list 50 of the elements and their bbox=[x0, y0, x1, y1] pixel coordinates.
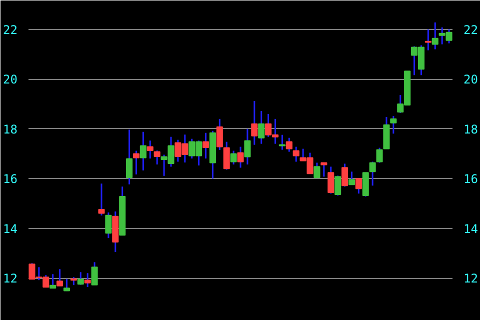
y2-tick-label: 22 bbox=[464, 22, 478, 37]
candlestick bbox=[348, 170, 355, 186]
candlestick bbox=[320, 162, 328, 178]
y-tick-label: 12 bbox=[3, 272, 18, 286]
candlestick bbox=[341, 162, 348, 188]
candlestick bbox=[84, 272, 91, 288]
y2-tick-label: 18 bbox=[464, 122, 478, 136]
candlestick bbox=[383, 116, 390, 150]
candlestick bbox=[132, 150, 140, 176]
y-tick-label: 16 bbox=[3, 172, 18, 186]
candlestick bbox=[202, 132, 210, 160]
y-tick-label: 18 bbox=[3, 122, 18, 136]
candlestick bbox=[77, 271, 84, 286]
y2-tick-label: 16 bbox=[464, 172, 478, 186]
y-tick-label: 20 bbox=[3, 72, 18, 87]
candlestick bbox=[146, 140, 154, 160]
candlestick bbox=[223, 141, 230, 170]
candlestick bbox=[355, 178, 362, 194]
candlestick bbox=[91, 261, 98, 286]
candlestick bbox=[314, 162, 320, 178]
candlestick bbox=[376, 147, 383, 164]
candlestick bbox=[154, 150, 160, 166]
candlestick bbox=[334, 174, 342, 196]
candlestick bbox=[292, 146, 300, 162]
candlestick bbox=[369, 160, 376, 186]
candlestick bbox=[362, 172, 369, 198]
candlestick bbox=[98, 182, 105, 216]
candlestick bbox=[126, 128, 133, 186]
candlestick bbox=[63, 278, 70, 292]
candlestick bbox=[56, 268, 64, 287]
candlestick bbox=[390, 115, 397, 134]
candlestick bbox=[216, 118, 223, 151]
candlestick bbox=[424, 28, 432, 52]
candlestick bbox=[328, 166, 334, 194]
candlestick bbox=[230, 150, 237, 166]
candlestick bbox=[432, 22, 438, 50]
candlestick bbox=[140, 131, 146, 172]
candlestick bbox=[237, 146, 244, 168]
candlestick bbox=[50, 273, 56, 289]
candlestick bbox=[278, 134, 286, 151]
candlestick bbox=[286, 137, 292, 153]
y-tick-label: 22 bbox=[3, 22, 18, 37]
candlestick bbox=[244, 128, 251, 166]
y2-tick-label: 14 bbox=[464, 222, 478, 236]
candlestick bbox=[251, 100, 258, 146]
candlestick bbox=[105, 212, 112, 239]
y-tick-label: 14 bbox=[3, 222, 18, 236]
y2-tick-label: 20 bbox=[464, 72, 478, 87]
candlestick bbox=[258, 110, 265, 145]
y2-tick-label: 12 bbox=[464, 272, 478, 286]
